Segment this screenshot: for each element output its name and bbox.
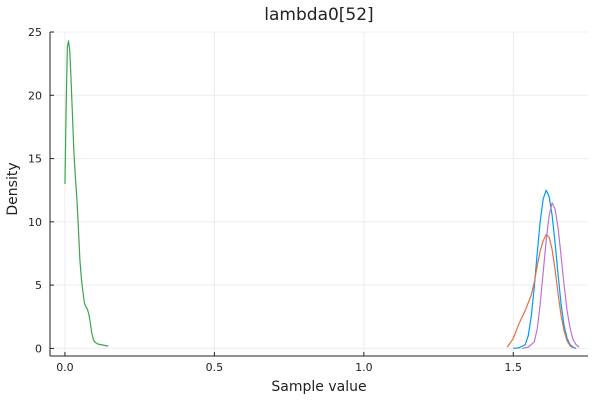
y-tick-label: 0 [35,342,42,355]
series-line-1 [513,189,577,350]
x-tick-label: 0.0 [56,361,74,374]
series-line-2 [506,233,574,349]
chart-title: lambda0[52] [264,5,373,25]
x-tick-label: 1.5 [505,361,523,374]
y-tick-label: 25 [28,26,42,39]
axes [49,32,588,357]
series-layer [64,40,580,350]
x-axis-label: Sample value [271,379,366,395]
ticks: 0.0 0.5 1.0 1.5 0 5 10 15 20 25 [28,26,522,374]
x-tick-label: 1.0 [355,361,373,374]
y-tick-label: 20 [28,89,42,102]
y-axis-label: Density [5,162,21,215]
y-tick-label: 10 [28,216,42,229]
series-line-4 [522,202,580,349]
x-tick-label: 0.5 [206,361,224,374]
series-line-3 [64,40,109,347]
y-tick-label: 5 [35,279,42,292]
grid [50,31,588,356]
y-tick-label: 15 [28,153,42,166]
